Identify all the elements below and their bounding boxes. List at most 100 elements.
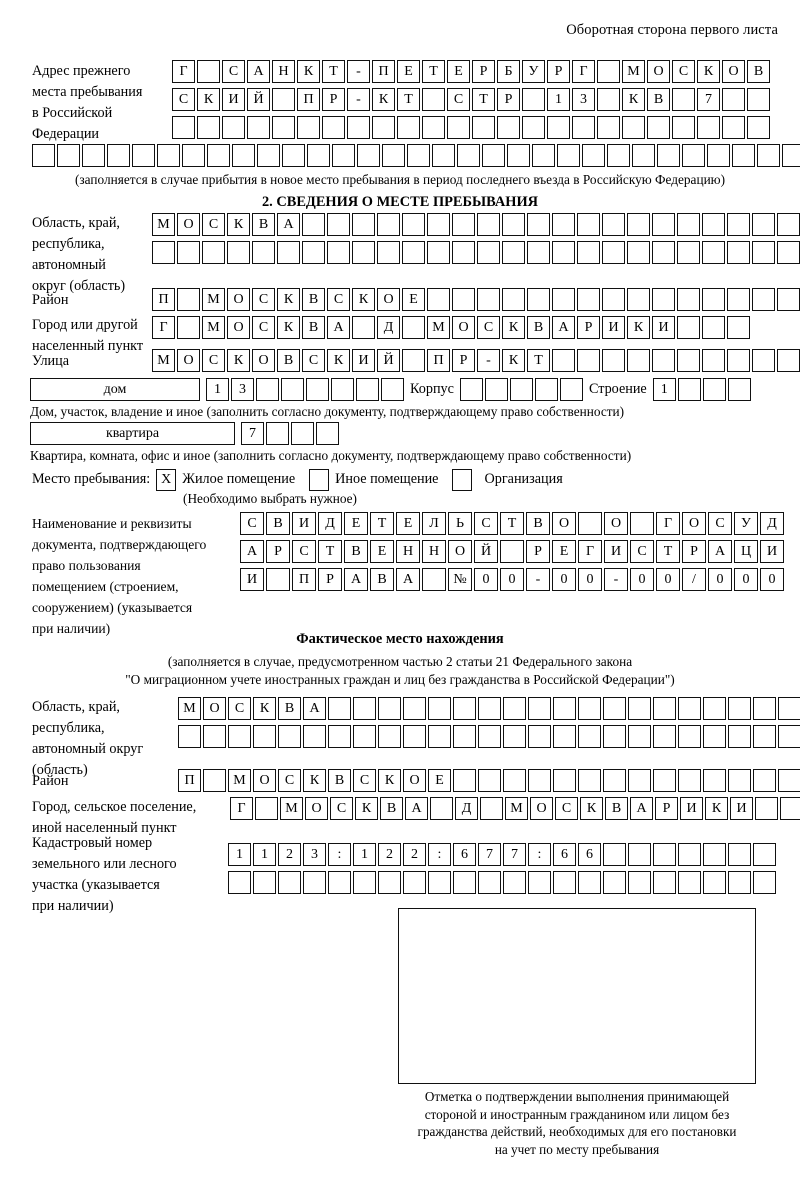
char-cell[interactable]: О [604, 512, 628, 535]
char-cell[interactable] [527, 241, 550, 264]
char-cell[interactable] [331, 378, 354, 401]
char-cell[interactable] [378, 725, 401, 748]
char-cell[interactable] [597, 116, 620, 139]
actual-region-row-2[interactable] [178, 725, 800, 748]
char-cell[interactable] [477, 241, 500, 264]
char-cell[interactable] [780, 797, 800, 820]
char-cell[interactable]: К [580, 797, 603, 820]
char-cell[interactable]: Т [397, 88, 420, 111]
stay-type-checkbox-organization[interactable] [452, 468, 473, 491]
char-cell[interactable] [422, 116, 445, 139]
char-cell[interactable] [480, 797, 503, 820]
char-cell[interactable]: Г [152, 316, 175, 339]
char-cell[interactable]: Е [428, 769, 451, 792]
char-cell[interactable]: Р [318, 568, 342, 591]
char-cell[interactable] [453, 769, 476, 792]
char-cell[interactable]: В [380, 797, 403, 820]
char-cell[interactable] [702, 316, 725, 339]
char-cell[interactable] [402, 349, 425, 372]
char-cell[interactable] [553, 769, 576, 792]
char-cell[interactable]: 6 [453, 843, 476, 866]
char-cell[interactable] [547, 116, 570, 139]
char-cell[interactable]: К [502, 316, 525, 339]
char-cell[interactable] [302, 213, 325, 236]
char-cell[interactable] [747, 116, 770, 139]
char-cell[interactable] [647, 116, 670, 139]
char-cell[interactable] [677, 378, 701, 401]
char-cell[interactable]: 0 [760, 568, 784, 591]
char-cell[interactable] [452, 288, 475, 311]
char-cell[interactable] [702, 241, 725, 264]
char-cell[interactable]: М [228, 769, 251, 792]
char-cell[interactable] [272, 88, 295, 111]
char-cell[interactable] [728, 697, 751, 720]
char-cell[interactable]: 7 [241, 422, 264, 445]
char-cell[interactable] [482, 144, 505, 167]
char-cell[interactable]: С [708, 512, 732, 535]
char-cell[interactable] [652, 213, 675, 236]
char-cell[interactable]: - [347, 88, 370, 111]
char-cell[interactable]: - [477, 349, 500, 372]
char-cell[interactable]: Д [455, 797, 478, 820]
char-cell[interactable] [252, 241, 275, 264]
char-cell[interactable] [622, 116, 645, 139]
char-cell[interactable] [628, 871, 651, 894]
char-cell[interactable] [207, 144, 230, 167]
flat-line[interactable]: квартира 7 [30, 422, 339, 445]
char-cell[interactable] [553, 697, 576, 720]
char-cell[interactable]: Г [172, 60, 195, 83]
char-cell[interactable]: 0 [708, 568, 732, 591]
char-cell[interactable] [503, 697, 526, 720]
prev-address-row-3[interactable] [172, 116, 770, 139]
char-cell[interactable] [353, 871, 376, 894]
char-cell[interactable]: : [528, 843, 551, 866]
char-cell[interactable]: Г [656, 512, 680, 535]
char-cell[interactable] [728, 725, 751, 748]
char-cell[interactable] [602, 241, 625, 264]
char-cell[interactable]: 3 [231, 378, 254, 401]
char-cell[interactable] [572, 116, 595, 139]
char-cell[interactable] [302, 241, 325, 264]
char-cell[interactable] [356, 378, 379, 401]
char-cell[interactable] [727, 378, 751, 401]
char-cell[interactable]: Р [452, 349, 475, 372]
char-cell[interactable] [528, 769, 551, 792]
char-cell[interactable] [630, 512, 654, 535]
char-cell[interactable]: 3 [303, 843, 326, 866]
char-cell[interactable]: К [355, 797, 378, 820]
char-cell[interactable] [677, 316, 700, 339]
region-row-2[interactable] [152, 241, 800, 264]
char-cell[interactable] [603, 697, 626, 720]
char-cell[interactable]: К [352, 288, 375, 311]
char-cell[interactable]: / [682, 568, 706, 591]
char-cell[interactable]: В [266, 512, 290, 535]
char-cell[interactable] [453, 697, 476, 720]
char-cell[interactable]: Т [656, 540, 680, 563]
char-cell[interactable] [702, 349, 725, 372]
char-cell[interactable] [247, 116, 270, 139]
char-cell[interactable]: О [552, 512, 576, 535]
char-cell[interactable]: Й [474, 540, 498, 563]
char-cell[interactable]: 7 [478, 843, 501, 866]
char-cell[interactable] [281, 378, 304, 401]
char-cell[interactable] [203, 725, 226, 748]
char-cell[interactable] [677, 288, 700, 311]
char-cell[interactable] [652, 241, 675, 264]
char-cell[interactable] [222, 116, 245, 139]
char-cell[interactable]: 1 [547, 88, 570, 111]
char-cell[interactable] [628, 725, 651, 748]
char-cell[interactable]: С [672, 60, 695, 83]
char-cell[interactable]: В [370, 568, 394, 591]
char-cell[interactable] [728, 843, 751, 866]
char-cell[interactable]: Р [682, 540, 706, 563]
char-cell[interactable] [753, 725, 776, 748]
char-cell[interactable]: - [347, 60, 370, 83]
char-cell[interactable] [316, 422, 339, 445]
char-cell[interactable] [678, 843, 701, 866]
char-cell[interactable]: Т [318, 540, 342, 563]
